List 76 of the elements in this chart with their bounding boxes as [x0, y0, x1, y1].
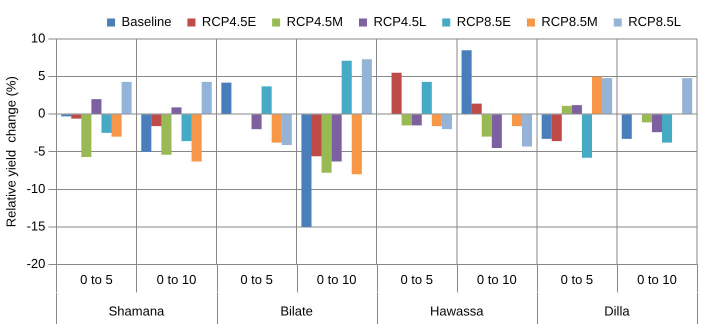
bar [572, 105, 582, 114]
bar [682, 78, 692, 114]
bar [272, 114, 282, 143]
x-tick-label: 0 to 5 [80, 272, 113, 287]
bar [542, 114, 552, 139]
legend-label: RCP4.5M [286, 14, 343, 30]
y-tick-label: -20 [26, 256, 46, 271]
bar [171, 107, 182, 114]
bar [392, 72, 402, 114]
bar [522, 114, 532, 146]
bar [402, 114, 412, 126]
legend-label: RCP4.5L [373, 14, 426, 30]
x-tick-label: 0 to 5 [400, 272, 433, 287]
legend-label: RCP8.5E [456, 14, 512, 30]
bar [202, 82, 212, 114]
bar [562, 106, 572, 114]
bar [262, 86, 272, 114]
bar [422, 82, 432, 114]
text: Bilate [280, 304, 313, 319]
bar [512, 114, 522, 126]
y-tick-label: -5 [34, 143, 46, 158]
x-tick-label: 0 to 5 [560, 272, 594, 287]
x-tick-label: 0 to 10 [156, 272, 196, 287]
bar [552, 114, 562, 142]
x-tick-label: 0 to 10 [637, 272, 677, 287]
bar [352, 114, 362, 174]
bar [492, 114, 502, 148]
bar [432, 114, 442, 126]
bar [282, 114, 292, 145]
bar [221, 82, 232, 114]
bar [652, 114, 662, 132]
bar [582, 114, 592, 158]
legend-label: RCP4.5E [202, 14, 256, 30]
bar [662, 114, 672, 143]
bar [192, 114, 202, 162]
y-tick-label: 10 [30, 30, 46, 46]
bar [122, 82, 132, 114]
bar [71, 114, 82, 119]
y-tick-label: 5 [38, 68, 46, 84]
bar [91, 99, 102, 114]
legend-label: RCP8.5L [628, 14, 681, 30]
text: Hawassa [430, 304, 484, 319]
bar [462, 50, 472, 114]
legend-label: Baseline [122, 14, 172, 30]
text: Dilla [604, 304, 630, 319]
bar [141, 114, 152, 152]
bar [81, 114, 92, 157]
bar [412, 114, 422, 126]
bar [112, 114, 122, 137]
y-tick-label: 0 [38, 106, 46, 121]
text: Shamana [108, 304, 166, 319]
bar [301, 114, 312, 227]
y-axis-title: Relative yield change (%) [3, 76, 18, 228]
bar [322, 114, 332, 173]
bar [151, 114, 162, 126]
y-tick-label: -15 [26, 218, 46, 234]
bar [642, 114, 652, 122]
bar [362, 59, 372, 114]
bar [252, 114, 262, 130]
x-tick-label: 0 to 5 [240, 272, 273, 287]
x-tick-label: 0 to 10 [316, 272, 357, 287]
bar [602, 78, 612, 114]
y-tick-label: -10 [26, 180, 46, 196]
bar [482, 114, 492, 137]
bar [442, 114, 452, 130]
bar [342, 60, 352, 114]
bar [311, 114, 322, 156]
bar [182, 114, 192, 142]
legend-label: RCP8.5M [541, 14, 598, 30]
bar [332, 114, 342, 162]
bar [472, 104, 482, 114]
bar [161, 114, 172, 155]
bar [101, 114, 112, 133]
x-tick-label: 0 to 10 [476, 272, 517, 287]
bar [592, 76, 602, 114]
bar [622, 114, 632, 139]
